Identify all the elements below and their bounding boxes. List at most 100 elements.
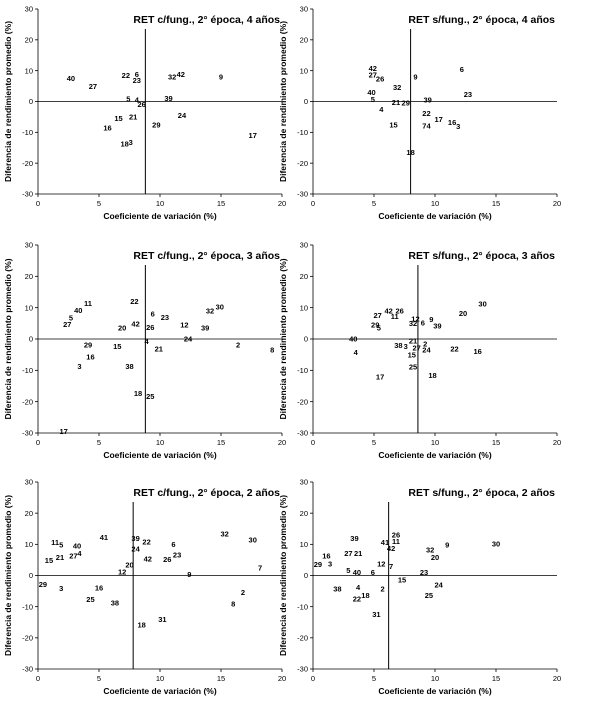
- point-label: 24: [422, 345, 431, 354]
- point-label: 18: [120, 139, 128, 148]
- point-label: 29: [39, 580, 47, 589]
- panel-3: -30 -20 -10 0 10 20 30 0 5 10 15 20 Coeficiente de v…: [3, 241, 286, 460]
- point-label: 18: [361, 591, 369, 600]
- point-label: 39: [433, 322, 441, 331]
- point-label: 11: [51, 538, 59, 547]
- point-label: 3: [456, 122, 460, 131]
- y-tick-label: 30: [300, 5, 308, 14]
- point-label: 26: [392, 531, 400, 540]
- y-tick-label: 0: [29, 97, 33, 106]
- point-label: 6: [371, 568, 375, 577]
- point-label: 11: [392, 537, 400, 546]
- point-label: 22: [450, 345, 458, 354]
- y-tick-label: 30: [25, 5, 33, 14]
- y-tick-label: 20: [25, 35, 33, 44]
- point-label: 9: [219, 73, 223, 82]
- panel-title: RET s/fung., 2° época, 3 años: [408, 250, 555, 262]
- point-label: 3: [77, 362, 81, 371]
- point-label: 74: [422, 121, 431, 130]
- point-label: 25: [146, 392, 154, 401]
- panel-title: RET c/fung., 2° época, 2 años: [133, 487, 280, 499]
- y-tick-label: -20: [22, 159, 33, 168]
- point-label: 31: [372, 610, 380, 619]
- point-label: 5: [371, 95, 375, 104]
- point-label: 42: [369, 64, 377, 73]
- point-label: 42: [131, 320, 139, 329]
- y-tick-label: -30: [297, 190, 308, 199]
- point-label: 7: [258, 564, 262, 573]
- y-tick-label: 30: [300, 478, 308, 487]
- point-label: 12: [180, 321, 188, 330]
- point-label: 23: [173, 551, 181, 560]
- panel-2: -30 -20 -10 0 10 20 30 0 5 10 15 20 Coeficiente de v…: [278, 5, 561, 221]
- point-label: 9: [445, 541, 449, 550]
- x-tick-label: 15: [492, 438, 500, 447]
- point-label: 22: [122, 71, 130, 80]
- y-tick-label: 30: [25, 478, 33, 487]
- x-tick-label: 10: [156, 199, 164, 208]
- point-label: 6: [171, 540, 175, 549]
- point-label: 11: [84, 299, 92, 308]
- point-label: 38: [111, 599, 119, 608]
- point-label: 15: [113, 342, 121, 351]
- point-label: 24: [131, 545, 140, 554]
- x-tick-label: 15: [217, 438, 225, 447]
- point-label: 9: [429, 315, 433, 324]
- point-label: 21: [155, 345, 163, 354]
- point-label: 16: [448, 118, 456, 127]
- point-label: 3: [129, 138, 133, 147]
- x-tick-label: 10: [431, 199, 439, 208]
- point-label: 5: [59, 541, 63, 550]
- x-tick-label: 5: [372, 674, 376, 683]
- x-tick-label: 20: [553, 199, 561, 208]
- point-label: 25: [425, 591, 433, 600]
- point-label: 29: [152, 120, 160, 129]
- point-label: 3: [404, 342, 408, 351]
- point-label: 22: [353, 594, 361, 603]
- point-label: 26: [146, 323, 154, 332]
- point-label: 29: [84, 340, 92, 349]
- point-label: 21: [392, 98, 400, 107]
- point-label: 20: [118, 324, 126, 333]
- y-axis-label: Diferencia de rendimiento promedio (%): [3, 258, 13, 419]
- panel-4: -30 -20 -10 0 10 20 30 0 5 10 15 20 Coeficiente de v…: [278, 241, 561, 460]
- point-label: 5: [69, 313, 73, 322]
- point-label: 27: [63, 320, 71, 329]
- y-tick-label: 20: [25, 272, 33, 281]
- point-label: 21: [56, 553, 64, 562]
- point-label: 17: [59, 427, 67, 436]
- point-label: 32: [206, 307, 214, 316]
- y-tick-label: 10: [300, 66, 308, 75]
- point-label: 8: [231, 599, 235, 608]
- x-tick-label: 5: [97, 199, 101, 208]
- panel-1: -30 -20 -10 0 10 20 30 0 5 10 15 20 Coeficiente de v…: [3, 5, 286, 221]
- y-tick-label: -30: [22, 665, 33, 674]
- point-label: 40: [349, 335, 357, 344]
- point-label: 15: [398, 576, 406, 585]
- point-label: 27: [69, 552, 77, 561]
- x-tick-label: 5: [97, 438, 101, 447]
- y-tick-label: 0: [304, 335, 308, 344]
- point-label: 16: [95, 584, 103, 593]
- y-axis-label: Diferencia de rendimiento promedio (%): [278, 21, 288, 182]
- panel-title: RET s/fung., 2° época, 4 años: [408, 14, 555, 26]
- x-tick-label: 10: [156, 438, 164, 447]
- y-tick-label: 0: [304, 571, 308, 580]
- y-tick-label: -20: [297, 397, 308, 406]
- x-tick-label: 10: [431, 674, 439, 683]
- y-tick-label: 10: [300, 540, 308, 549]
- x-tick-label: 15: [492, 674, 500, 683]
- point-label: 23: [161, 313, 169, 322]
- point-label: 15: [45, 556, 53, 565]
- y-axis-label: Diferencia de rendimiento promedio (%): [278, 258, 288, 419]
- x-tick-label: 10: [156, 674, 164, 683]
- y-tick-label: -10: [297, 366, 308, 375]
- point-label: 22: [422, 109, 430, 118]
- point-label: 40: [367, 88, 375, 97]
- point-label: 2: [236, 340, 240, 349]
- point-label: 24: [178, 111, 187, 120]
- point-label: 18: [406, 148, 414, 157]
- y-tick-label: -30: [297, 429, 308, 438]
- point-label: 40: [74, 306, 82, 315]
- point-label: 16: [322, 551, 330, 560]
